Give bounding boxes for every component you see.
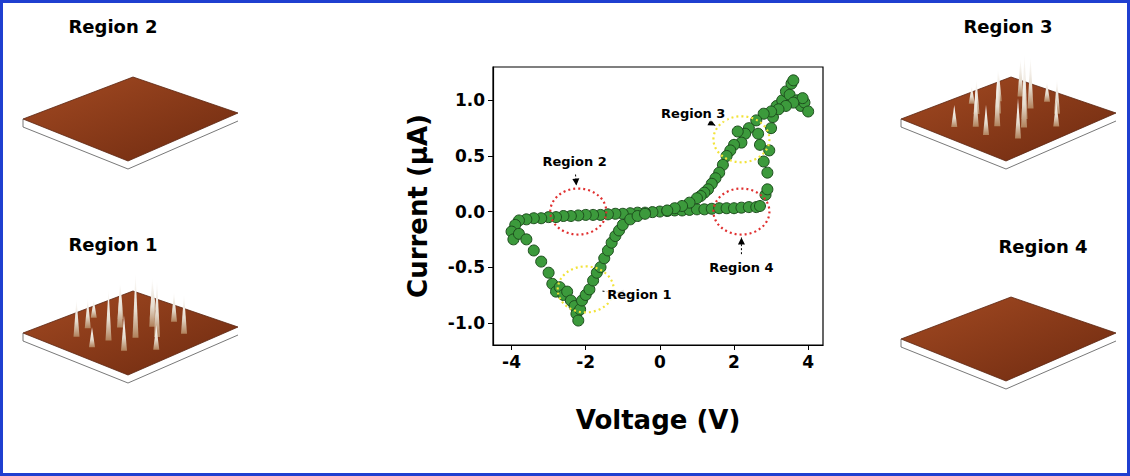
svg-text:-2: -2 [576,352,595,372]
svg-text:Region 1: Region 1 [607,287,671,302]
svg-text:0.0: 0.0 [455,202,485,222]
svg-text:Region 1: Region 1 [68,234,157,255]
svg-text:-4: -4 [502,352,521,372]
svg-text:Region 3: Region 3 [661,106,725,121]
svg-text:Current (μA): Current (μA) [403,114,433,298]
svg-text:Region 2: Region 2 [542,154,606,169]
svg-text:Region 4: Region 4 [709,260,773,275]
svg-text:-0.5: -0.5 [448,257,485,277]
svg-text:Region 3: Region 3 [963,16,1052,37]
svg-text:4: 4 [802,352,814,372]
svg-text:1.0: 1.0 [455,90,485,110]
svg-text:0.5: 0.5 [455,146,485,166]
svg-text:0: 0 [654,352,666,372]
svg-text:-1.0: -1.0 [448,313,485,333]
svg-text:Voltage (V): Voltage (V) [576,405,741,435]
svg-text:Region 2: Region 2 [68,16,157,37]
svg-text:2: 2 [728,352,740,372]
svg-text:Region 4: Region 4 [998,236,1087,257]
